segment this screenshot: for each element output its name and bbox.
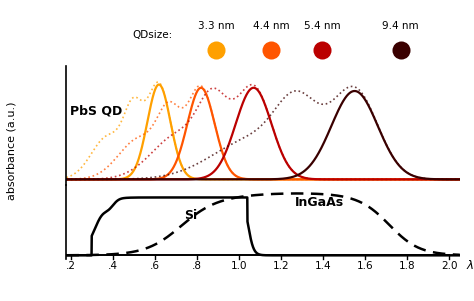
Text: λ (μm): λ (μm): [466, 259, 474, 272]
Text: .6: .6: [150, 261, 160, 271]
Text: Si: Si: [184, 209, 198, 222]
Text: .8: .8: [192, 261, 202, 271]
Text: 1.6: 1.6: [357, 261, 374, 271]
Text: 2.0: 2.0: [441, 261, 457, 271]
Text: 9.4 nm: 9.4 nm: [383, 21, 419, 31]
Text: .2: .2: [65, 261, 75, 271]
Text: 1.4: 1.4: [315, 261, 331, 271]
Text: 4.4 nm: 4.4 nm: [253, 21, 289, 31]
Text: 1.8: 1.8: [399, 261, 416, 271]
Text: 3.3 nm: 3.3 nm: [198, 21, 234, 31]
Text: PbS QD: PbS QD: [70, 105, 123, 118]
Text: 5.4 nm: 5.4 nm: [304, 21, 340, 31]
Text: 1.2: 1.2: [273, 261, 289, 271]
Text: absorbance (a.u.): absorbance (a.u.): [7, 101, 17, 200]
Text: .4: .4: [108, 261, 118, 271]
Text: 1.0: 1.0: [231, 261, 247, 271]
Text: InGaAs: InGaAs: [294, 196, 344, 209]
Text: QDsize:: QDsize:: [133, 30, 173, 40]
